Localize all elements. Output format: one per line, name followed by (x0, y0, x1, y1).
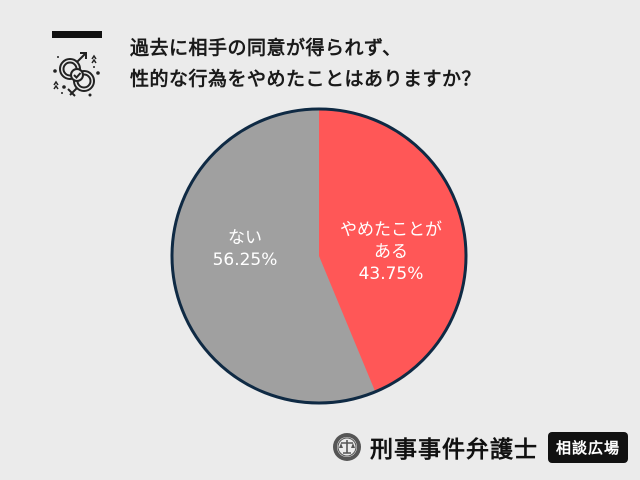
title-line-1: 過去に相手の同意が得られず、 (130, 37, 402, 59)
label-no-text: ない (228, 228, 262, 248)
brand-name: 刑事事件弁護士 (370, 437, 538, 463)
scales-emblem-icon (333, 433, 361, 461)
footer-brand: 刑事事件弁護士 相談広場 (332, 428, 629, 466)
label-no: ない 56.25% (200, 227, 290, 271)
slice-yes (319, 109, 467, 392)
decorative-bar (52, 31, 102, 38)
label-yes-value: 43.75% (358, 264, 424, 284)
title-line-2: 性的な行為をやめたことはありますか？ (130, 68, 482, 90)
label-no-value: 56.25% (212, 250, 278, 270)
label-yes-text-1: やめたことが (340, 220, 442, 240)
gender-consent-icon (53, 52, 100, 97)
label-yes: やめたことが ある 43.75% (326, 219, 456, 285)
pie-outline (170, 107, 468, 405)
chart-title: 過去に相手の同意が得られず、 性的な行為をやめたことはありますか？ (130, 33, 481, 95)
brand-badge: 相談広場 (548, 431, 629, 463)
label-yes-text-2: ある (374, 242, 408, 262)
